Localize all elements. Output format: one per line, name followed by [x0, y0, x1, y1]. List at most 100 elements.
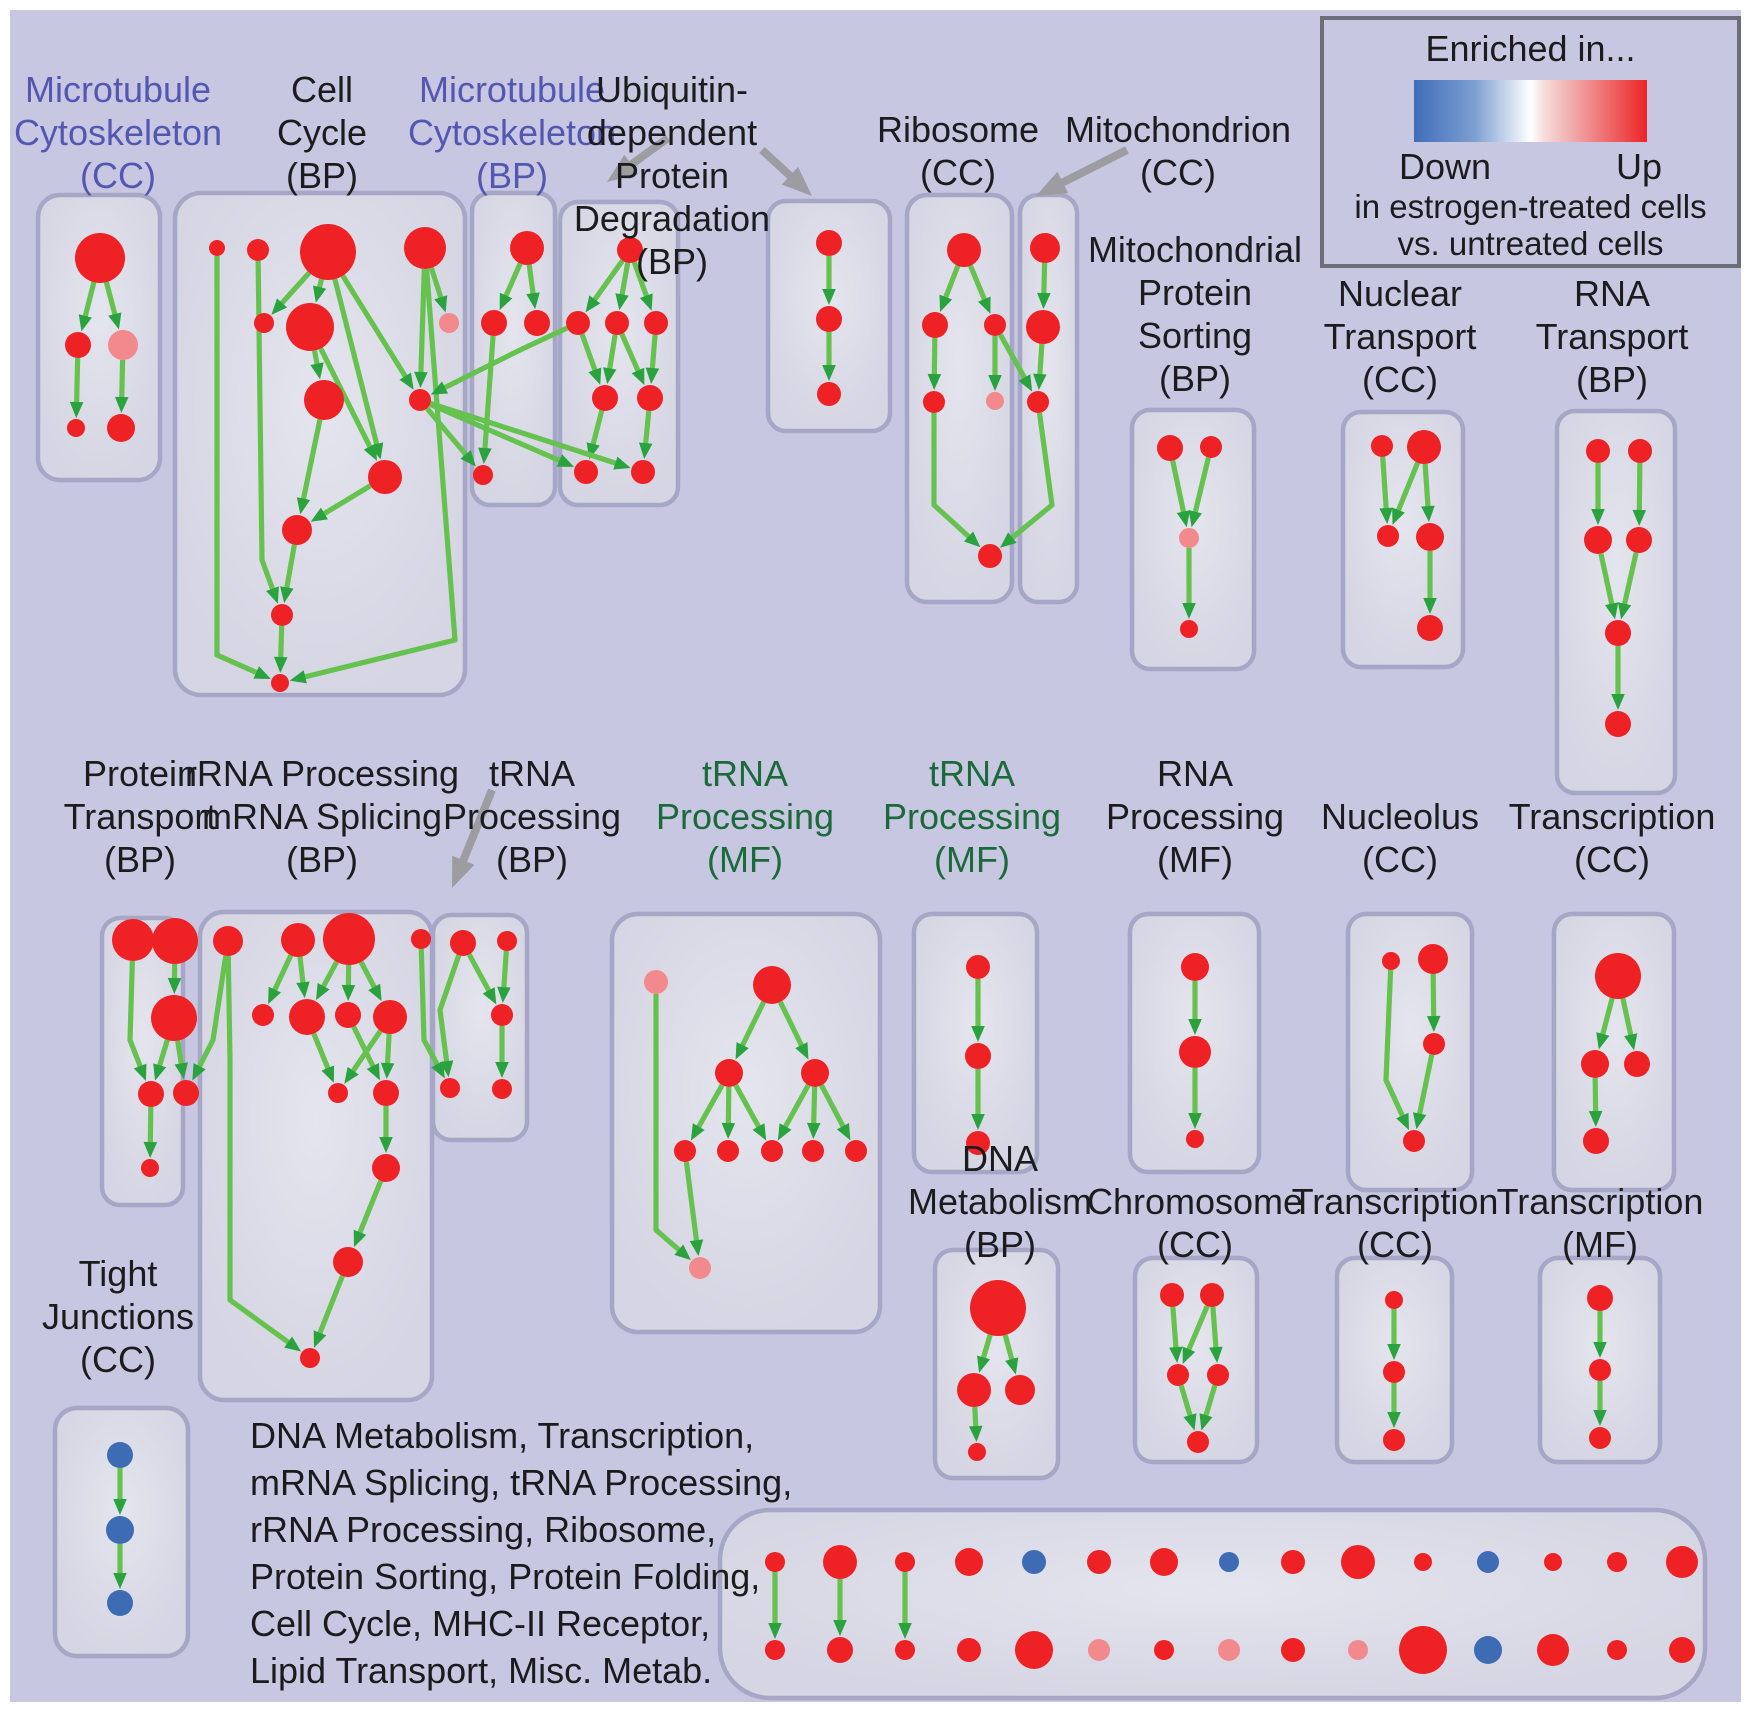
edge-arrow — [414, 268, 428, 389]
edge-arrow — [683, 1161, 704, 1257]
go-term-node-D-2 — [605, 311, 629, 335]
group-label-I: Transport — [1324, 316, 1477, 357]
go-term-node-M-0 — [450, 930, 476, 956]
cross-edge-arrow — [998, 333, 1033, 392]
cross-edge-arrow — [418, 948, 445, 1079]
go-term-node-K-0 — [112, 919, 154, 961]
legend-up-label: Up — [1615, 146, 1662, 187]
group-label-F: Ribosome — [877, 109, 1039, 150]
misc-categories-line: Protein Sorting, Protein Folding, — [250, 1556, 761, 1597]
group-label-W: Tight — [79, 1253, 158, 1294]
misc-categories-line: Cell Cycle, MHC-II Receptor, — [250, 1603, 711, 1644]
misc-categories-line: Lipid Transport, Misc. Metab. — [250, 1650, 713, 1691]
edge-arrow — [113, 1468, 127, 1515]
group-label-I: Nuclear — [1338, 273, 1462, 314]
edge-arrow — [313, 1274, 345, 1348]
go-term-node-F-5 — [978, 544, 1002, 568]
edge-arrow — [1591, 463, 1605, 525]
go-term-node-X-12 — [1544, 1553, 1562, 1571]
go-term-node-A-1 — [65, 332, 91, 358]
go-term-node-S-2 — [1005, 1375, 1035, 1405]
group-label-D: Ubiquitin- — [596, 69, 748, 110]
go-term-node-X-16 — [827, 1637, 853, 1663]
go-term-node-X-27 — [1537, 1634, 1569, 1666]
go-term-node-X-5 — [1087, 1550, 1111, 1574]
group-label-A: Microtubule — [25, 69, 211, 110]
group-label-O: tRNA — [929, 753, 1015, 794]
edge-arrow — [1002, 1334, 1019, 1375]
edge-arrow — [988, 336, 1002, 391]
group-box-T — [1132, 1255, 1260, 1465]
group-label-K: Transport — [64, 796, 217, 837]
go-term-node-D-4 — [592, 385, 618, 411]
edge-arrow — [819, 1084, 851, 1141]
group-label-H: (BP) — [1159, 358, 1231, 399]
edge-arrow — [927, 337, 942, 391]
go-term-node-X-7 — [1219, 1552, 1239, 1572]
go-term-node-L-4 — [252, 1004, 274, 1026]
go-term-node-X-13 — [1607, 1552, 1627, 1572]
edge-arrow — [1037, 262, 1051, 310]
go-term-node-V-1 — [1589, 1359, 1611, 1381]
edge-arrow — [1033, 343, 1047, 391]
edge-arrow — [1169, 1306, 1183, 1364]
go-term-node-L-11 — [333, 1247, 363, 1277]
edge-arrow — [1199, 1384, 1218, 1431]
edge-arrow — [1182, 548, 1196, 619]
go-term-node-D-3 — [644, 311, 668, 335]
edge-arrow — [296, 419, 323, 515]
edge-arrow — [499, 262, 523, 311]
go-term-node-W-1 — [106, 1516, 134, 1544]
go-term-node-J-5 — [1605, 711, 1631, 737]
go-term-node-Q-2 — [1423, 1033, 1445, 1055]
group-box-X — [717, 1507, 1708, 1701]
group-box-C — [469, 190, 558, 508]
group-label-H: Sorting — [1138, 315, 1252, 356]
group-label-O: Processing — [883, 796, 1061, 837]
go-term-node-I-2 — [1377, 525, 1399, 547]
edge-arrow — [103, 281, 122, 330]
go-term-node-L-12 — [300, 1348, 320, 1368]
cross-edge-arrow — [1000, 412, 1055, 548]
edge-arrow — [898, 1572, 912, 1639]
go-term-node-B-12 — [271, 674, 289, 692]
go-term-node-B-2 — [300, 224, 356, 280]
go-term-node-B-1 — [247, 239, 269, 261]
go-term-node-H-1 — [1200, 436, 1222, 458]
edge-arrow — [310, 483, 372, 522]
edge-arrow — [1611, 646, 1625, 710]
group-label-S: DNA — [962, 1138, 1038, 1179]
edge-arrow — [127, 960, 147, 1081]
go-term-node-X-29 — [1669, 1637, 1695, 1663]
go-term-node-X-9 — [1341, 1545, 1375, 1579]
go-term-node-A-0 — [75, 233, 125, 283]
edge-arrow — [939, 264, 961, 312]
edge-arrow — [1588, 1077, 1603, 1128]
edge-arrow — [1383, 969, 1409, 1131]
go-term-node-X-2 — [895, 1552, 915, 1572]
go-term-node-T-1 — [1200, 1283, 1224, 1307]
go-term-node-I-4 — [1417, 615, 1443, 641]
go-term-node-L-2 — [323, 913, 375, 965]
group-label-I: (CC) — [1362, 359, 1438, 400]
go-term-node-X-8 — [1281, 1550, 1305, 1574]
group-label-C: Cytoskeleton — [408, 112, 616, 153]
go-term-node-X-20 — [1088, 1639, 1110, 1661]
go-term-node-E-2 — [817, 382, 841, 406]
go-term-node-X-23 — [1281, 1638, 1305, 1662]
go-term-node-X-1 — [823, 1545, 857, 1579]
go-term-node-F-4 — [986, 392, 1004, 410]
edge-arrow — [225, 955, 302, 1352]
go-term-node-K-3 — [138, 1081, 164, 1107]
group-label-W: (CC) — [80, 1339, 156, 1380]
go-term-node-T-2 — [1167, 1364, 1189, 1386]
edge-arrow — [358, 960, 382, 1002]
legend-down-label: Down — [1399, 146, 1492, 187]
group-label-D: dependent — [587, 112, 757, 153]
edge-arrow — [1387, 1309, 1401, 1360]
edge-arrow — [631, 261, 653, 311]
go-term-node-J-0 — [1586, 439, 1610, 463]
go-term-node-X-14 — [1666, 1546, 1698, 1578]
edge-arrow — [69, 357, 84, 419]
edge-arrow — [768, 1572, 782, 1639]
